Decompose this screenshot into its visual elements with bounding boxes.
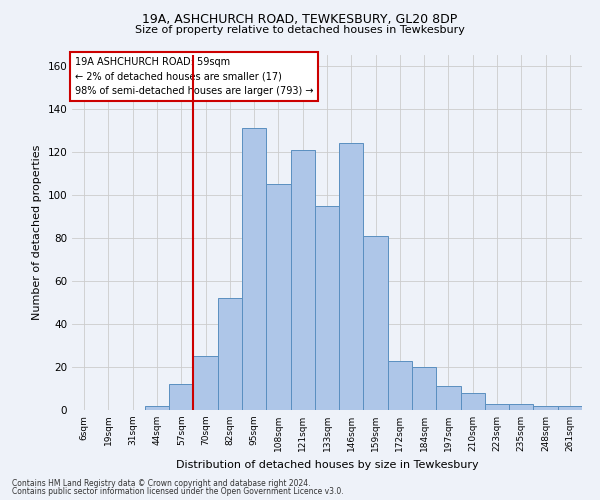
Bar [266, 184, 290, 410]
Bar [290, 150, 315, 410]
Text: Contains HM Land Registry data © Crown copyright and database right 2024.: Contains HM Land Registry data © Crown c… [12, 478, 311, 488]
Text: Contains public sector information licensed under the Open Government Licence v3: Contains public sector information licen… [12, 487, 344, 496]
Bar [315, 206, 339, 410]
Bar [485, 404, 509, 410]
Bar [461, 393, 485, 410]
Bar [436, 386, 461, 410]
Text: 19A, ASHCHURCH ROAD, TEWKESBURY, GL20 8DP: 19A, ASHCHURCH ROAD, TEWKESBURY, GL20 8D… [142, 12, 458, 26]
Bar [364, 236, 388, 410]
Bar [558, 406, 582, 410]
Bar [145, 406, 169, 410]
Y-axis label: Number of detached properties: Number of detached properties [32, 145, 42, 320]
X-axis label: Distribution of detached houses by size in Tewkesbury: Distribution of detached houses by size … [176, 460, 478, 469]
Text: 19A ASHCHURCH ROAD: 59sqm
← 2% of detached houses are smaller (17)
98% of semi-d: 19A ASHCHURCH ROAD: 59sqm ← 2% of detach… [74, 57, 313, 96]
Bar [169, 384, 193, 410]
Bar [193, 356, 218, 410]
Bar [218, 298, 242, 410]
Bar [339, 143, 364, 410]
Bar [533, 406, 558, 410]
Bar [509, 404, 533, 410]
Bar [242, 128, 266, 410]
Bar [412, 367, 436, 410]
Text: Size of property relative to detached houses in Tewkesbury: Size of property relative to detached ho… [135, 25, 465, 35]
Bar [388, 360, 412, 410]
